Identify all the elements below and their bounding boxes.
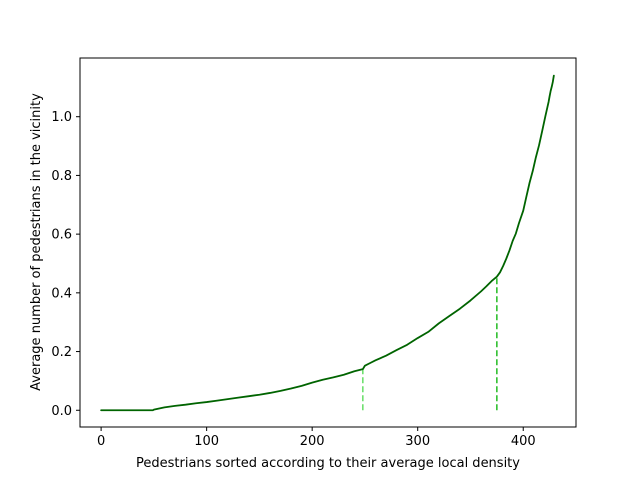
plot-area bbox=[80, 58, 576, 427]
y-tick-label: 0.6 bbox=[51, 228, 72, 243]
x-axis-ticks: 0 100 200 300 400 bbox=[97, 427, 536, 449]
x-tick-label: 0 bbox=[97, 434, 105, 449]
x-tick-label: 200 bbox=[300, 434, 325, 449]
y-axis-label: Average number of pedestrians in the vic… bbox=[29, 93, 44, 391]
x-axis-label: Pedestrians sorted according to their av… bbox=[136, 456, 520, 471]
x-tick-label: 400 bbox=[511, 434, 536, 449]
plot-frame bbox=[79, 57, 577, 428]
x-tick-label: 300 bbox=[405, 434, 430, 449]
y-tick-label: 0.2 bbox=[51, 345, 72, 360]
y-tick-label: 1.0 bbox=[51, 110, 72, 125]
y-tick-label: 0.8 bbox=[51, 169, 72, 184]
x-tick-label: 100 bbox=[194, 434, 219, 449]
y-tick-label: 0.4 bbox=[51, 286, 72, 301]
series-line-1 bbox=[100, 74, 555, 412]
data-series bbox=[100, 74, 555, 412]
y-axis-ticks: 0.0 0.2 0.4 0.6 0.8 1.0 bbox=[51, 110, 80, 419]
y-tick-label: 0.0 bbox=[51, 404, 72, 419]
marker-lines bbox=[362, 276, 498, 411]
